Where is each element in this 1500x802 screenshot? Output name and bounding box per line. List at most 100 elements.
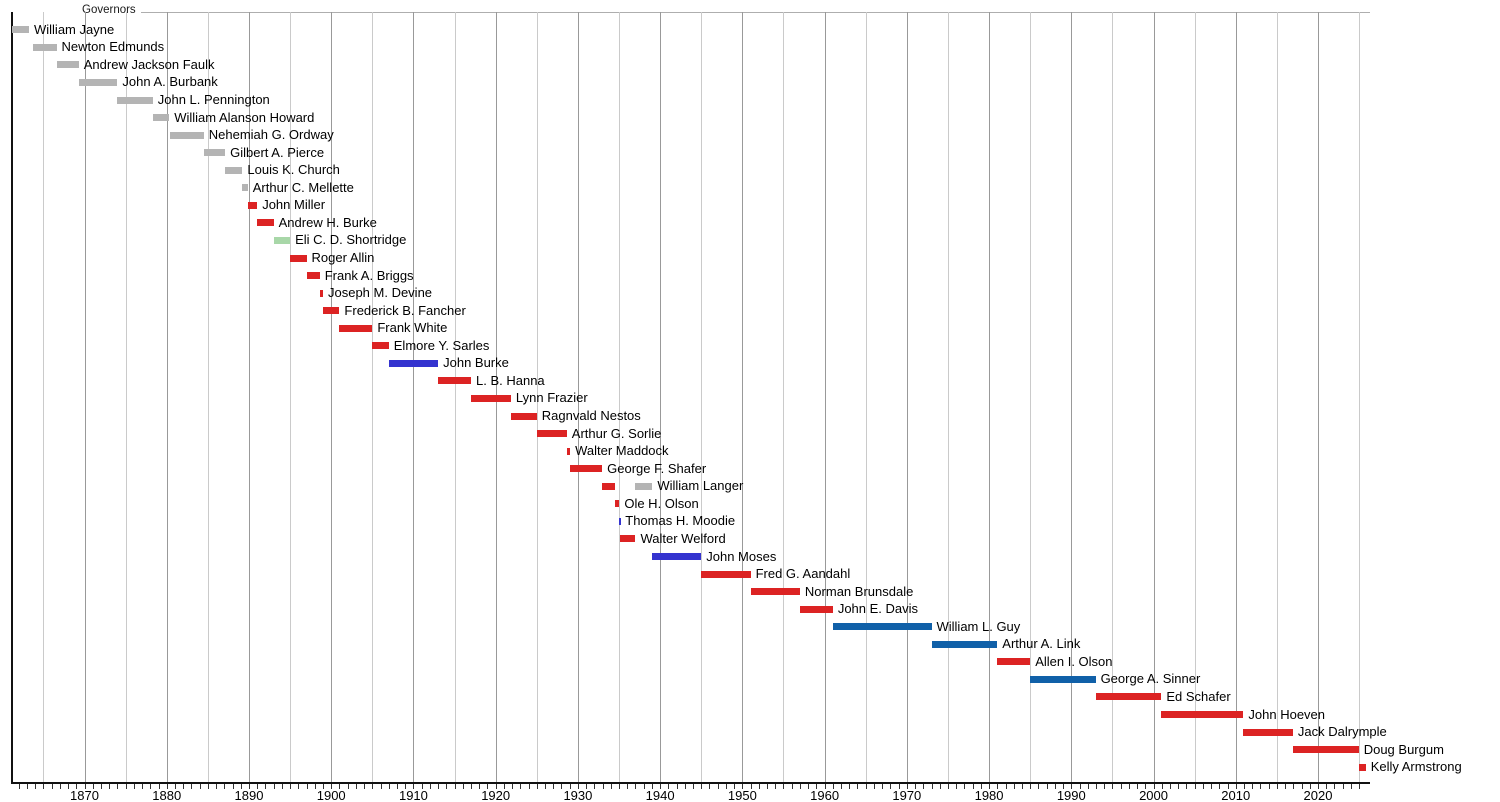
governor-bar[interactable] — [438, 377, 471, 385]
governor-bar[interactable] — [1095, 693, 1162, 701]
governor-bar[interactable] — [1358, 763, 1366, 771]
governor-bar[interactable] — [56, 61, 79, 69]
governor-bar[interactable] — [273, 236, 291, 244]
governor-bar[interactable] — [1161, 711, 1244, 719]
governor-name-label[interactable]: Eli C. D. Shortridge — [295, 232, 407, 248]
governor-name-label[interactable]: William Jayne — [34, 21, 115, 37]
governor-bar[interactable] — [247, 201, 258, 209]
governor-bar[interactable] — [1243, 728, 1293, 736]
governor-name-label[interactable]: Arthur G. Sorlie — [571, 425, 662, 441]
axis-tick-1900 — [331, 784, 333, 789]
governor-bar[interactable] — [388, 359, 439, 367]
governor-name-label[interactable]: Fred G. Aandahl — [755, 566, 851, 582]
governor-name-label[interactable]: John Burke — [443, 355, 509, 371]
governor-name-label[interactable]: Walter Welford — [640, 530, 726, 546]
axis-tick-1868 — [68, 784, 70, 789]
governor-name-label[interactable]: Ed Schafer — [1166, 688, 1231, 704]
governor-name-label[interactable]: Norman Brunsdale — [804, 583, 914, 599]
governor-bar[interactable] — [619, 535, 636, 543]
governor-bar[interactable] — [306, 272, 320, 280]
governor-name-label[interactable]: Frank White — [377, 320, 448, 336]
governor-name-label[interactable]: Lynn Frazier — [515, 390, 588, 406]
governor-name-label[interactable]: George F. Shafer — [607, 460, 707, 476]
axis-tick-1929 — [569, 784, 571, 789]
governor-bar[interactable] — [203, 149, 226, 157]
axis-tick-1951 — [750, 784, 752, 789]
governor-bar[interactable] — [652, 553, 702, 560]
governor-bar[interactable] — [12, 26, 29, 34]
governor-name-label[interactable]: Nehemiah G. Ordway — [208, 127, 334, 143]
governor-bar[interactable] — [319, 289, 323, 297]
governor-bar[interactable] — [1292, 746, 1359, 754]
axis-tick-1985 — [1030, 784, 1032, 789]
governor-bar[interactable] — [619, 517, 621, 525]
governor-name-label[interactable]: John L. Pennington — [157, 92, 270, 108]
governor-name-label[interactable]: Andrew H. Burke — [278, 214, 377, 230]
governor-name-label[interactable]: Arthur A. Link — [1002, 636, 1081, 652]
governor-name-label[interactable]: Frank A. Briggs — [324, 267, 414, 283]
governor-bar[interactable] — [997, 658, 1031, 666]
governor-name-label[interactable]: William Langer — [657, 478, 744, 494]
axis-tick-2004 — [1186, 784, 1188, 789]
governor-name-label[interactable]: Joseph M. Devine — [327, 285, 433, 301]
governor-name-label[interactable]: John E. Davis — [837, 601, 919, 617]
governor-name-label[interactable]: Doug Burgum — [1363, 741, 1444, 757]
axis-tick-1973 — [931, 784, 933, 789]
governor-name-label[interactable]: L. B. Hanna — [476, 372, 545, 388]
governor-bar[interactable] — [170, 131, 204, 139]
governor-name-label[interactable]: John Moses — [706, 548, 777, 564]
axis-tick-2014 — [1268, 784, 1270, 789]
governor-name-label[interactable]: William L. Guy — [936, 618, 1021, 634]
governor-bar[interactable] — [372, 342, 389, 350]
governor-name-label[interactable]: Allen I. Olson — [1035, 653, 1113, 669]
governor-bar[interactable] — [339, 324, 373, 332]
governor-name-label[interactable]: Newton Edmunds — [61, 39, 165, 55]
governor-bar[interactable] — [117, 96, 153, 104]
governor-name-label[interactable]: Andrew Jackson Faulk — [83, 56, 215, 72]
governor-bar[interactable] — [615, 500, 620, 508]
governor-bar[interactable] — [570, 465, 603, 473]
governor-bar[interactable] — [257, 219, 274, 227]
governor-bar[interactable] — [602, 482, 616, 490]
governor-bar[interactable] — [750, 588, 800, 596]
axis-tick-1904 — [364, 784, 366, 789]
governor-name-label[interactable]: Thomas H. Moodie — [625, 513, 736, 529]
governor-name-label[interactable]: Walter Maddock — [575, 443, 669, 459]
governor-name-label[interactable]: Jack Dalrymple — [1297, 724, 1387, 740]
governor-name-label[interactable]: Roger Allin — [311, 250, 375, 266]
governor-bar[interactable] — [635, 482, 653, 490]
governor-name-label[interactable]: George A. Sinner — [1100, 671, 1201, 687]
governor-name-label[interactable]: William Alanson Howard — [174, 109, 315, 125]
axis-tick-1872 — [100, 784, 102, 789]
governor-bar[interactable] — [566, 447, 571, 455]
governor-name-label[interactable]: John Hoeven — [1248, 706, 1326, 722]
governor-bar[interactable] — [152, 114, 170, 122]
governor-name-label[interactable]: John Miller — [262, 197, 326, 213]
governor-name-label[interactable]: Frederick B. Fancher — [344, 302, 466, 318]
governor-bar[interactable] — [290, 254, 307, 262]
governor-bar[interactable] — [536, 430, 567, 438]
axis-tick-1927 — [553, 784, 555, 789]
governor-bar[interactable] — [931, 640, 998, 648]
governor-name-label[interactable]: Ole H. Olson — [624, 495, 699, 511]
governor-name-label[interactable]: John A. Burbank — [122, 74, 218, 90]
governor-name-label[interactable]: Gilbert A. Pierce — [230, 144, 325, 160]
governor-name-label[interactable]: Elmore Y. Sarles — [393, 337, 490, 353]
governor-bar[interactable] — [510, 412, 537, 420]
governor-bar[interactable] — [832, 623, 932, 631]
governor-bar[interactable] — [471, 394, 511, 402]
governor-name-label[interactable]: Kelly Armstrong — [1370, 759, 1462, 775]
governor-bar[interactable] — [78, 78, 118, 86]
governor-bar[interactable] — [33, 43, 57, 51]
governor-bar[interactable] — [225, 166, 243, 174]
governor-bar[interactable] — [1030, 675, 1096, 683]
governor-name-label[interactable]: Arthur C. Mellette — [252, 179, 354, 195]
governor-bar[interactable] — [242, 184, 248, 192]
governor-bar[interactable] — [322, 307, 340, 315]
axis-tick-1934 — [610, 784, 612, 789]
governor-bar[interactable] — [799, 605, 833, 613]
gridline-1930 — [577, 12, 579, 782]
governor-bar[interactable] — [701, 570, 751, 578]
governor-name-label[interactable]: Ragnvald Nestos — [541, 408, 641, 424]
governor-name-label[interactable]: Louis K. Church — [247, 162, 340, 178]
